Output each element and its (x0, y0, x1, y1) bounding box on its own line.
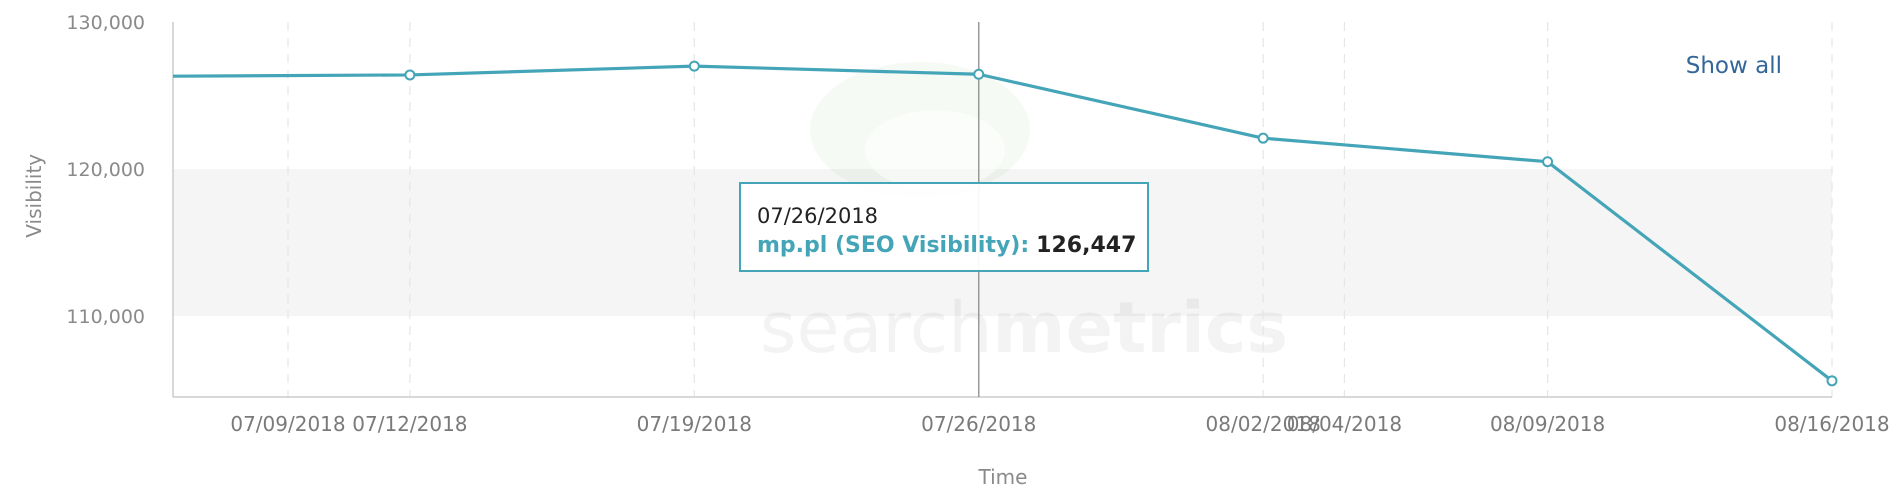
data-point (404, 69, 416, 81)
x-tick-label: 08/02/2018 (1206, 412, 1321, 436)
axes (172, 22, 1832, 398)
x-tick-label: 07/26/2018 (921, 412, 1036, 436)
y-tick-label: 130,000 (66, 12, 145, 34)
tooltip-date: 07/26/2018 (757, 204, 879, 228)
watermark: searchmetrics (760, 62, 1288, 369)
data-point (1257, 132, 1269, 144)
tooltip-row: mp.pl (SEO Visibility): 126,447 (757, 230, 1136, 262)
x-tick-label: 08/09/2018 (1490, 412, 1605, 436)
y-axis-label: Visibility (22, 154, 46, 238)
data-point (688, 60, 700, 72)
x-axis-label: Time (978, 465, 1028, 489)
x-tick-labels: 07/09/2018 07/12/2018 07/19/2018 07/26/2018… (230, 412, 1889, 436)
series-layer (173, 60, 1838, 387)
watermark-text: searchmetrics (760, 287, 1288, 369)
x-tick-label: 08/16/2018 (1774, 412, 1889, 436)
y-tick-label: 120,000 (66, 159, 145, 181)
series-group (173, 60, 1838, 387)
x-tick-label: 07/12/2018 (352, 412, 467, 436)
x-tick-label: 08/04/2018 (1287, 412, 1402, 436)
tooltip-series-label: mp.pl (SEO Visibility): (757, 233, 1030, 258)
data-tooltip: 07/26/2018 mp.pl (SEO Visibility): 126,4… (739, 182, 1149, 272)
watermark-logo-cutout (865, 110, 1005, 190)
x-tick-label: 07/19/2018 (637, 412, 752, 436)
x-tick-label: 07/09/2018 (230, 412, 345, 436)
y-tick-labels: 110,000 120,000 130,000 (66, 12, 145, 328)
y-tick-label: 110,000 (66, 306, 145, 328)
data-point (1826, 375, 1838, 387)
show-all-button[interactable]: Show all (1685, 53, 1782, 79)
tooltip-value: 126,447 (1036, 233, 1137, 258)
data-point (973, 68, 985, 80)
data-point (1542, 156, 1554, 168)
